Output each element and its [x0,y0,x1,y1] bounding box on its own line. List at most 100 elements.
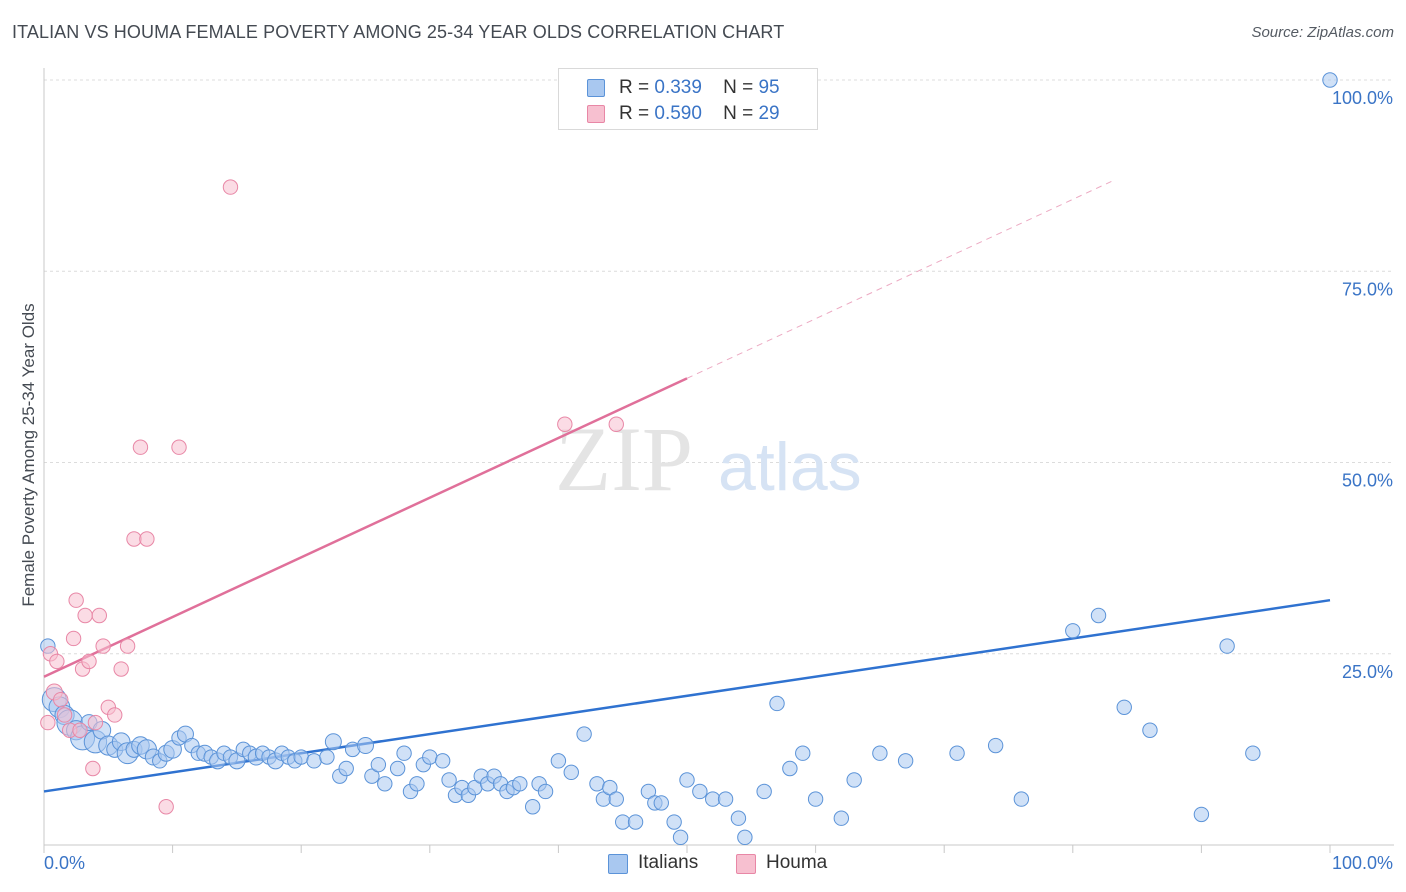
point-italians [1245,745,1261,761]
point-italians [672,829,689,846]
point-italians [833,810,850,826]
point-houma [53,691,69,708]
point-italians [1065,623,1081,639]
point-italians [293,749,309,765]
point-houma [132,439,149,455]
point-italians [319,749,335,765]
point-italians [434,753,451,769]
point-italians [872,745,888,761]
point-houma [139,531,155,547]
point-italians [1322,72,1338,88]
point-houma [40,714,56,731]
point-houma [557,416,573,432]
chart-title: ITALIAN VS HOUMA FEMALE POVERTY AMONG 25… [12,22,785,42]
point-italians [396,745,412,761]
point-italians [897,753,914,769]
point-italians [769,695,785,712]
point-houma [68,592,84,608]
y-tick-label: 50.0% [1342,471,1393,491]
point-italians [705,791,721,807]
x-tick-label: 100.0% [1332,853,1393,873]
point-italians [987,737,1004,754]
point-houma [49,653,65,670]
watermark-atlas: atlas [718,429,862,505]
point-italians [615,814,631,830]
series-houma-points [40,179,624,815]
legend-r-value: 0.339 [654,77,702,98]
point-italians [608,791,624,807]
point-houma [158,799,174,815]
legend-swatch-houma [587,105,605,123]
point-italians [377,776,393,792]
point-houma [77,607,93,624]
point-italians [324,733,342,751]
point-houma [107,707,123,723]
legend: R = 0.339 N = 95 R = 0.590 N = 29 [558,68,818,130]
point-italians [537,783,554,800]
point-italians [1219,638,1235,654]
watermark-zip: ZIP [555,408,693,510]
point-italians [1193,806,1210,823]
point-italians [1013,791,1030,807]
point-italians [441,772,457,788]
point-italians [737,829,753,846]
point-houma [95,638,111,654]
legend-r-label: R = [619,77,650,98]
point-italians [795,745,811,761]
point-houma [81,653,97,670]
legend-n-value: 29 [758,103,780,124]
point-italians [512,776,528,792]
point-houma [126,531,142,547]
point-italians [602,779,618,796]
y-tick-label: 100.0% [1332,88,1393,108]
legend-n-label: N = [723,103,754,124]
point-houma [91,607,107,624]
point-italians [338,760,354,777]
bottom-legend-label-houma: Houma [766,852,828,873]
point-italians [524,799,541,815]
point-italians [807,791,824,807]
point-italians [782,760,798,777]
point-italians [949,745,965,761]
legend-swatch-italians [587,79,605,97]
point-houma [119,638,136,654]
bottom-legend-swatch-houma [736,854,756,874]
point-italians [717,791,734,807]
x-tick-label: 0.0% [44,853,85,873]
y-tick-label: 25.0% [1342,662,1393,682]
point-italians [306,753,322,769]
grid-lines [44,79,1394,655]
point-italians [563,764,579,781]
point-houma [65,630,82,647]
point-italians [679,772,695,788]
point-houma [56,707,73,723]
point-italians [1142,722,1158,738]
watermark: ZIP atlas [555,408,862,510]
point-houma [608,416,624,432]
point-italians [550,753,567,769]
legend-n-label: N = [723,77,754,98]
point-italians [364,768,380,784]
point-houma [222,179,239,195]
legend-r-label: R = [619,103,650,124]
point-italians [756,783,772,800]
point-italians [576,726,592,742]
y-tick-label: 75.0% [1342,279,1393,299]
point-houma [72,722,88,738]
point-italians [589,776,605,792]
point-houma [113,661,129,677]
point-italians [730,810,747,826]
axes [43,68,1394,853]
point-italians [627,814,644,830]
axis-labels: 25.0% 50.0% 75.0% 100.0% 0.0% 100.0% Female Po… [19,88,1393,873]
point-italians [357,737,374,755]
bottom-legend-swatch-italians [608,854,628,874]
point-italians [1090,607,1107,624]
legend-r-value: 0.590 [654,103,702,124]
legend-n-value: 95 [758,77,780,98]
point-houma [87,714,104,731]
point-italians [1116,699,1132,715]
point-houma [171,439,187,455]
trendline-houma-extension [686,180,1112,379]
